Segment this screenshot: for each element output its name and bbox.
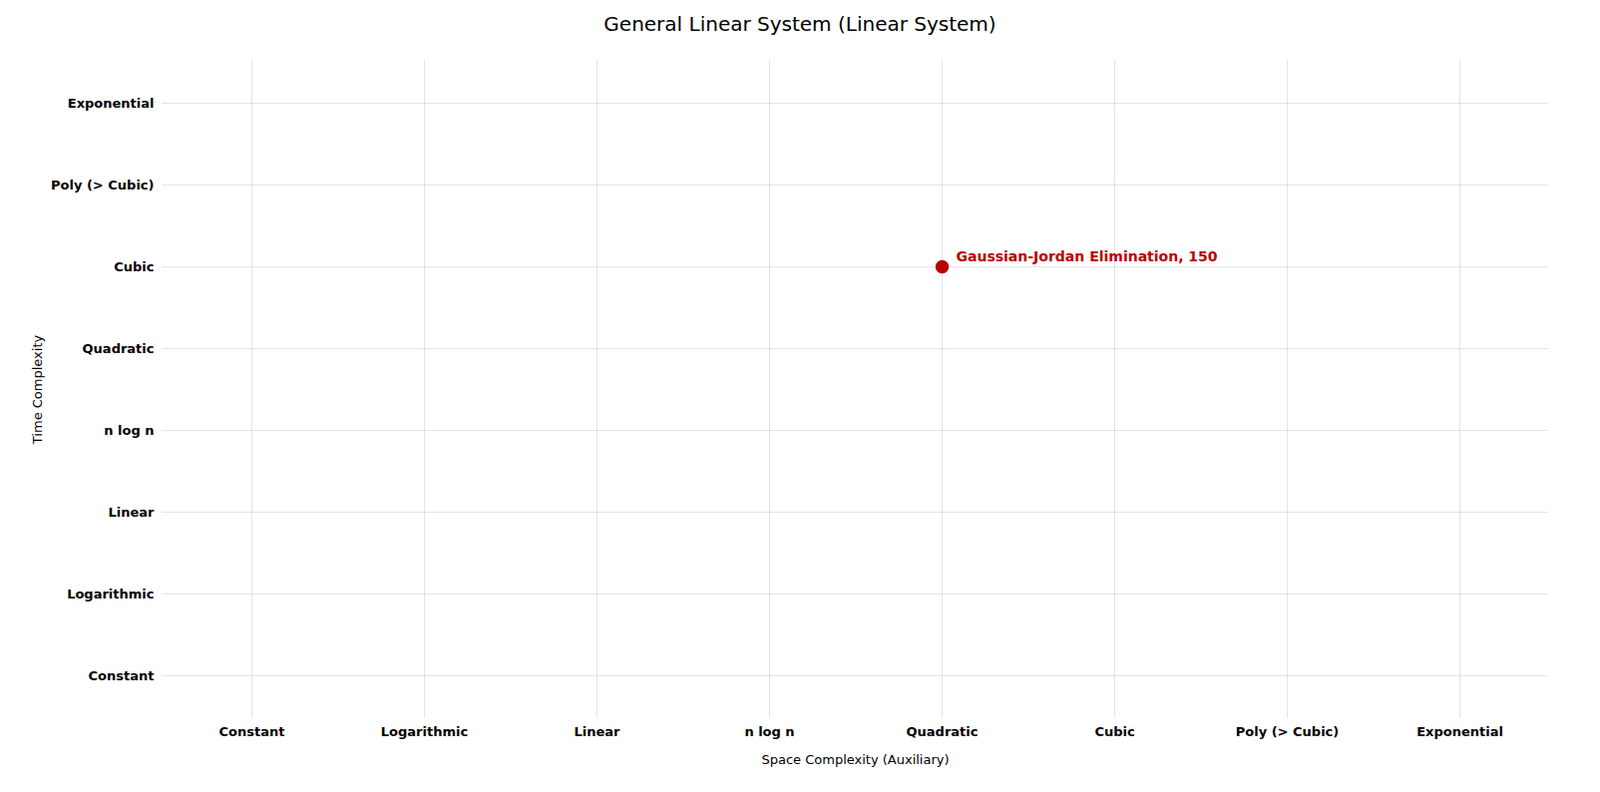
- svg-text:Quadratic: Quadratic: [82, 341, 155, 357]
- svg-text:Linear: Linear: [108, 504, 156, 520]
- html-text:General Linear System (Linear: General Linear System (Linear System): [603, 11, 997, 36]
- svg-text:Linear: Linear: [574, 724, 622, 740]
- svg-text:Exponential: Exponential: [67, 95, 155, 111]
- svg-text:Exponential: Exponential: [1416, 724, 1504, 740]
- svg-text:Logarithmic: Logarithmic: [381, 724, 468, 740]
- svg-text:n log n: n log n: [103, 422, 154, 438]
- svg-text:n log n: n log n: [744, 724, 795, 740]
- svg-text:Logarithmic: Logarithmic: [66, 586, 154, 602]
- svg-text:Cubic: Cubic: [113, 259, 154, 275]
- svg-text:Poly (> Cubic): Poly (> Cubic): [1235, 724, 1339, 740]
- svg-text:Cubic: Cubic: [1094, 724, 1135, 740]
- svg-text:Poly (> Cubic): Poly (> Cubic): [50, 177, 154, 193]
- svg-text:Constant: Constant: [219, 724, 286, 740]
- svg-text:Space Complexity (Auxiliary): Space Complexity (Auxiliary): [761, 752, 949, 768]
- svg-text:Gaussian-Jordan Elimination, 1: Gaussian-Jordan Elimination, 150: [956, 248, 1218, 265]
- svg-text:Quadratic: Quadratic: [906, 724, 979, 740]
- svg-text:Time Complexity: Time Complexity: [29, 335, 45, 446]
- svg-text:Constant: Constant: [88, 668, 155, 684]
